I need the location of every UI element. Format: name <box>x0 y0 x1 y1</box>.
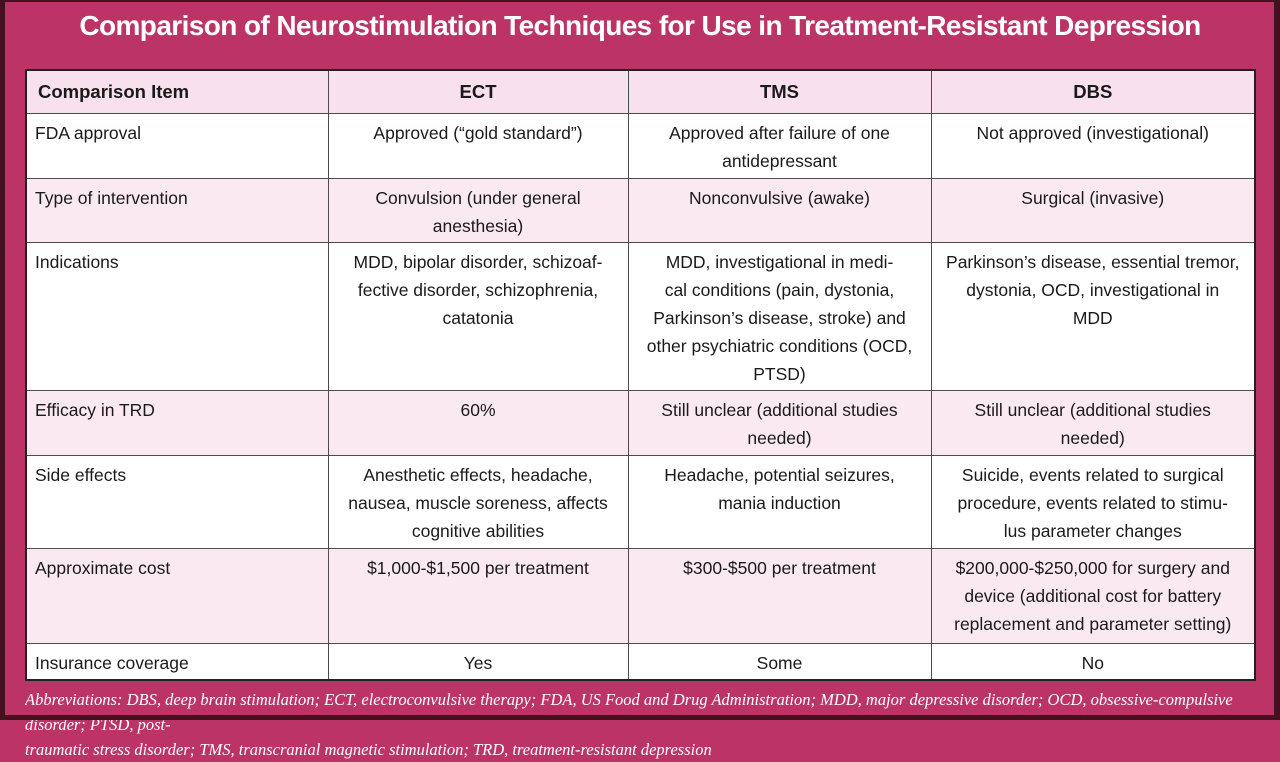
cell-ect: $1,000-$1,500 per treatment <box>327 547 629 644</box>
cell-ect: Yes <box>327 642 629 680</box>
table-row-efficacy-in-trd: Efficacy in TRD 60% Still unclear (addit… <box>25 389 1256 456</box>
cell-ect: Convulsion (under general anesthesia) <box>327 177 629 243</box>
page-title: Comparison of Neurostimulation Technique… <box>79 10 1201 41</box>
comparison-table: Comparison Item ECT TMS DBS FDA approval… <box>25 69 1256 681</box>
row-label: Indications <box>25 241 329 391</box>
cell-tms: Headache, potential seizures, mania indu… <box>627 454 932 549</box>
row-label: Insurance coverage <box>25 642 329 680</box>
table-row-side-effects: Side effects Anesthetic effects, headach… <box>25 454 1256 549</box>
cell-ect: MDD, bipolar disorder, schizoaf- fective… <box>327 241 629 391</box>
cell-tms: Approved after failure of one antidepres… <box>627 112 932 179</box>
table-row-fda-approval: FDA approval Approved (“gold standard”) … <box>25 112 1256 179</box>
row-label: Type of intervention <box>25 177 329 243</box>
row-label: Efficacy in TRD <box>25 389 329 456</box>
table-row-type-of-intervention: Type of intervention Convulsion (under g… <box>25 177 1256 243</box>
cell-ect: Anesthetic effects, headache, nausea, mu… <box>327 454 629 549</box>
cell-dbs: Not approved (investigational) <box>930 112 1256 179</box>
cell-tms: Still unclear (additional studies needed… <box>627 389 932 456</box>
column-header-tms: TMS <box>627 69 932 114</box>
cell-dbs: Still unclear (additional studies needed… <box>930 389 1256 456</box>
cell-dbs: Suicide, events related to surgical proc… <box>930 454 1256 549</box>
column-header-dbs: DBS <box>930 69 1256 114</box>
column-header-ect: ECT <box>327 69 629 114</box>
table-header-row: Comparison Item ECT TMS DBS <box>25 69 1256 114</box>
cell-ect: 60% <box>327 389 629 456</box>
row-label: Side effects <box>25 454 329 549</box>
cell-tms: Nonconvulsive (awake) <box>627 177 932 243</box>
row-label: Approximate cost <box>25 547 329 644</box>
cell-dbs: $200,000-$250,000 for surgery and device… <box>930 547 1256 644</box>
column-header-comparison-item: Comparison Item <box>25 69 329 114</box>
table-row-indications: Indications MDD, bipolar disorder, schiz… <box>25 241 1256 391</box>
cell-tms: $300-$500 per treatment <box>627 547 932 644</box>
cell-dbs: Surgical (invasive) <box>930 177 1256 243</box>
cell-ect: Approved (“gold standard”) <box>327 112 629 179</box>
table-row-insurance-coverage: Insurance coverage Yes Some No <box>25 642 1256 680</box>
cell-tms: MDD, investigational in medi- cal condit… <box>627 241 932 391</box>
cell-dbs: Parkinson’s disease, essential tremor, d… <box>930 241 1256 391</box>
abbreviations-note: Abbreviations: DBS, deep brain stimulati… <box>25 690 1233 759</box>
row-label: FDA approval <box>25 112 329 179</box>
cell-tms: Some <box>627 642 932 680</box>
table-row-approximate-cost: Approximate cost $1,000-$1,500 per treat… <box>25 547 1256 644</box>
cell-dbs: No <box>930 642 1256 680</box>
